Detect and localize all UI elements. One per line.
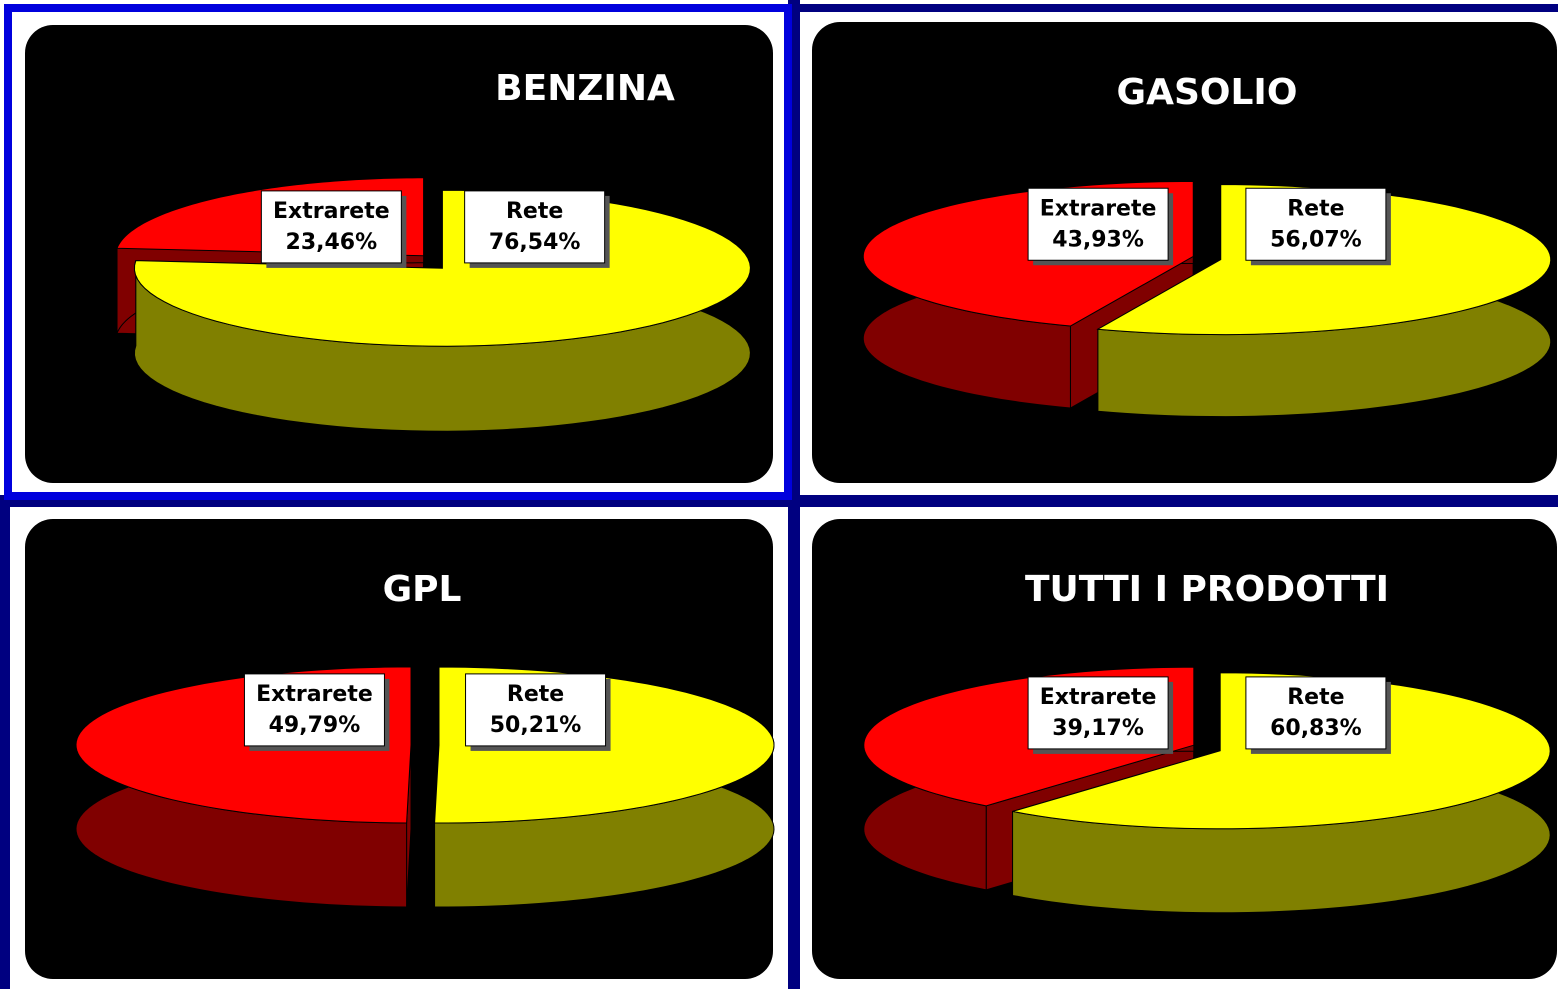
label-category: Rete bbox=[1287, 685, 1344, 710]
label-box bbox=[464, 190, 606, 264]
label-category: Extrarete bbox=[273, 199, 390, 224]
top-border bbox=[800, 4, 1558, 12]
label-value: 39,17% bbox=[1052, 716, 1144, 741]
label-value: 43,93% bbox=[1052, 227, 1144, 252]
label-value: 56,07% bbox=[1270, 227, 1362, 252]
label-box bbox=[1245, 676, 1387, 750]
pie-labels: Extrarete 43,93% Rete 56,07% bbox=[1027, 187, 1391, 266]
label-category: Rete bbox=[507, 682, 564, 707]
label-box bbox=[260, 190, 402, 264]
label-box bbox=[1027, 676, 1169, 750]
label-value: 60,83% bbox=[1270, 716, 1362, 741]
pie-labels: Extrarete 49,79% Rete 50,21% bbox=[243, 673, 611, 751]
chart-title: TUTTI I PRODOTTI bbox=[1025, 569, 1389, 610]
label-category: Extrarete bbox=[256, 682, 373, 707]
label-box bbox=[465, 673, 607, 747]
pie-labels: Extrarete 39,17% Rete 60,83% bbox=[1027, 676, 1391, 754]
label-value: 23,46% bbox=[286, 230, 378, 255]
label-value: 76,54% bbox=[489, 230, 581, 255]
label-category: Extrarete bbox=[1040, 685, 1157, 710]
label-category: Rete bbox=[506, 199, 563, 224]
pie-labels: Extrarete 23,46% Rete 76,54% bbox=[260, 190, 610, 268]
label-box bbox=[1245, 187, 1387, 261]
chart-title: GASOLIO bbox=[1117, 72, 1298, 113]
label-category: Rete bbox=[1287, 196, 1344, 221]
label-value: 49,79% bbox=[269, 713, 361, 738]
label-value: 50,21% bbox=[490, 713, 582, 738]
chart-title: GPL bbox=[383, 569, 462, 610]
label-box bbox=[243, 673, 385, 747]
left-border bbox=[0, 507, 10, 989]
label-box bbox=[1027, 187, 1169, 261]
chart-title: BENZINA bbox=[495, 68, 675, 109]
label-category: Extrarete bbox=[1040, 196, 1157, 221]
